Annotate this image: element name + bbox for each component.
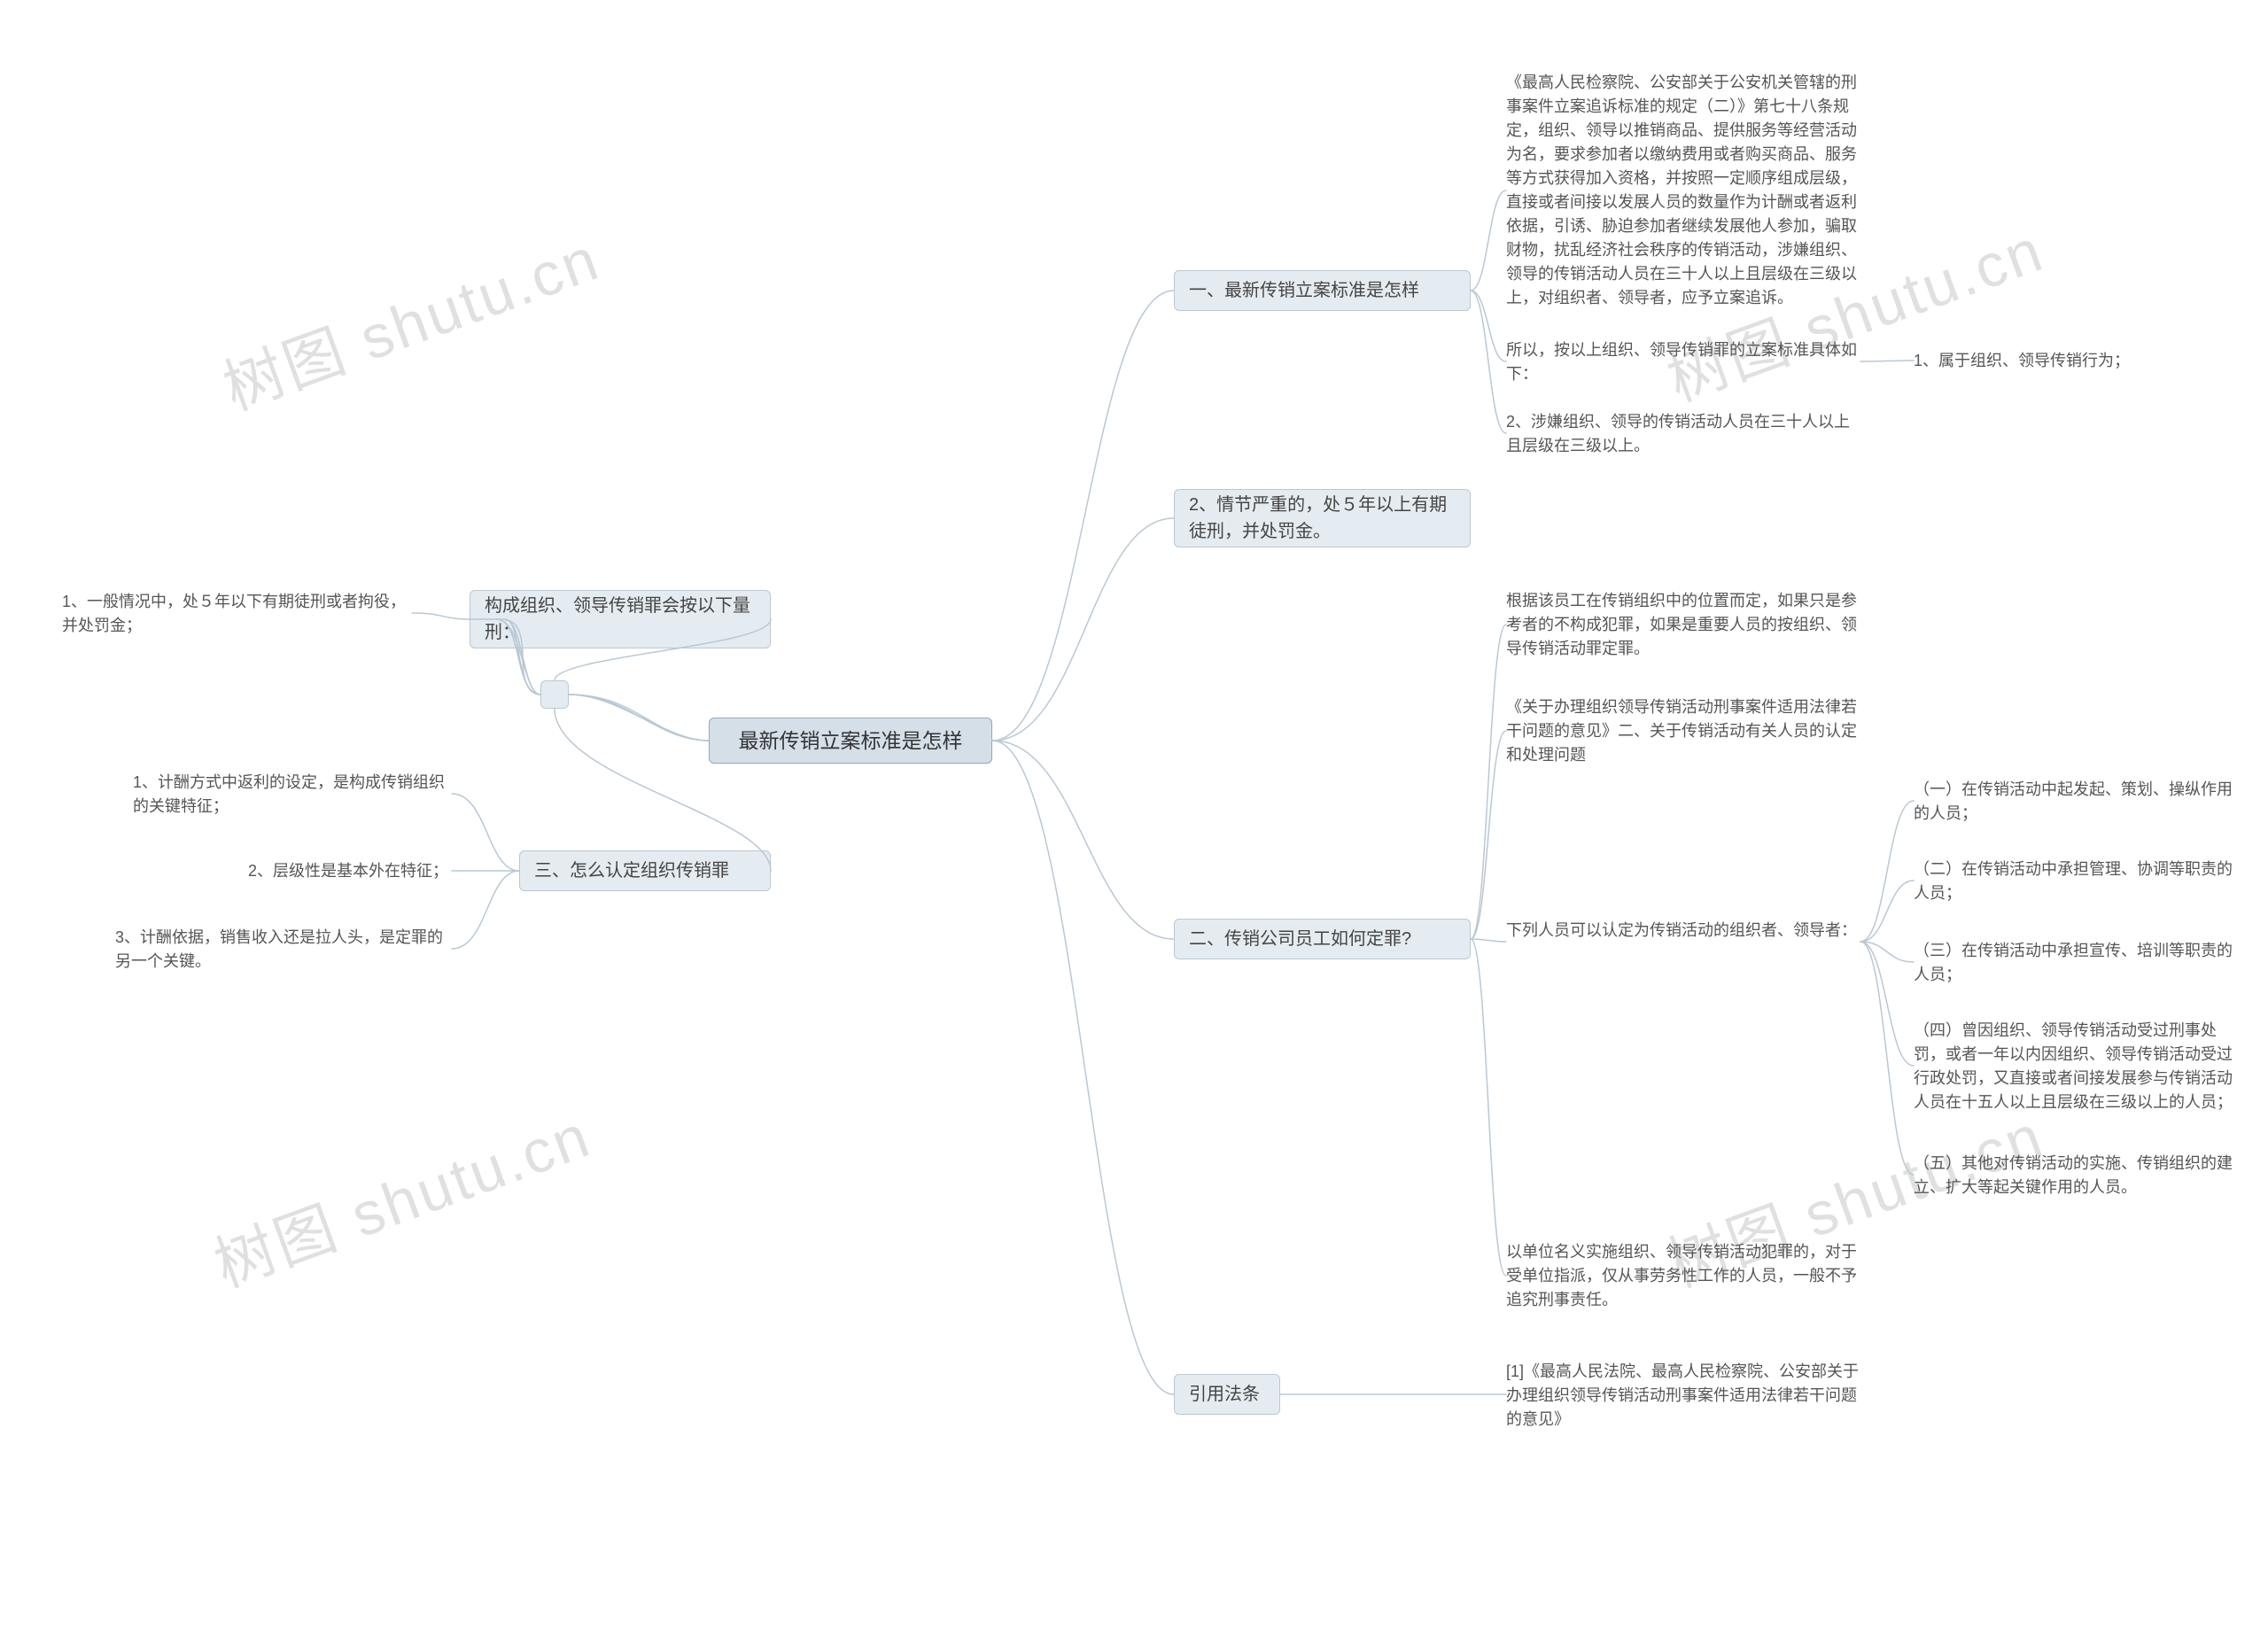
watermark: 树图 shutu.cn — [200, 1087, 601, 1304]
right-b3-c3-d3: （三）在传销活动中承担宣传、培训等职责的人员； — [1914, 939, 2233, 987]
left-b2-c3: 3、计酬依据，销售收入还是拉人头，是定罪的另一个关键。 — [115, 926, 452, 974]
right-b1-c3: 2、涉嫌组织、领导的传销活动人员在三十人以上且层级在三级以上。 — [1506, 410, 1860, 458]
left-b2-c1: 1、计酬方式中返利的设定，是构成传销组织的关键特征； — [133, 771, 452, 819]
right-b3-c3-d5: （五）其他对传销活动的实施、传销组织的建立、扩大等起关键作用的人员。 — [1914, 1152, 2233, 1199]
right-b3-c1: 根据该员工在传销组织中的位置而定，如果只是参考者的不构成犯罪，如果是重要人员的按… — [1506, 589, 1860, 661]
right-b3-c3-d1: （一）在传销活动中起发起、策划、操纵作用的人员； — [1914, 778, 2233, 826]
spacer-block — [540, 680, 569, 709]
right-b3-c3-d4: （四）曾因组织、领导传销活动受过刑事处罚，或者一年以内因组织、领导传销活动受过行… — [1914, 1019, 2233, 1114]
right-b1-c2: 所以，按以上组织、领导传销罪的立案标准具体如下： — [1506, 338, 1860, 386]
right-b1-c1: 《最高人民检察院、公安部关于公安机关管辖的刑事案件立案追诉标准的规定（二）》第七… — [1506, 71, 1860, 310]
left-b1[interactable]: 构成组织、领导传销罪会按以下量刑： — [470, 590, 771, 648]
right-b3-c2: 《关于办理组织领导传销活动刑事案件适用法律若干问题的意见》二、关于传销活动有关人… — [1506, 695, 1860, 767]
right-b4-c1: [1]《最高人民法院、最高人民检察院、公安部关于办理组织领导传销活动刑事案件适用… — [1506, 1360, 1860, 1432]
right-b3[interactable]: 二、传销公司员工如何定罪? — [1174, 919, 1471, 959]
right-b3-c3-d2: （二）在传销活动中承担管理、协调等职责的人员； — [1914, 858, 2233, 905]
root-node[interactable]: 最新传销立案标准是怎样 — [709, 718, 992, 764]
left-b1-c1: 1、一般情况中，处５年以下有期徒刑或者拘役，并处罚金； — [62, 590, 412, 638]
right-b1[interactable]: 一、最新传销立案标准是怎样 — [1174, 270, 1471, 311]
left-b2-c2: 2、层级性是基本外在特征； — [248, 859, 452, 883]
right-b3-c3: 下列人员可以认定为传销活动的组织者、领导者： — [1506, 919, 1860, 943]
right-b2[interactable]: 2、情节严重的，处５年以上有期徒刑，并处罚金。 — [1174, 489, 1471, 547]
watermark: 树图 shutu.cn — [209, 210, 610, 427]
right-b4[interactable]: 引用法条 — [1174, 1374, 1280, 1415]
right-b1-c2-d1: 1、属于组织、领导传销行为； — [1914, 349, 2162, 373]
right-b3-c4: 以单位名义实施组织、领导传销活动犯罪的，对于受单位指派，仅从事劳务性工作的人员，… — [1506, 1240, 1860, 1312]
left-b2[interactable]: 三、怎么认定组织传销罪 — [519, 850, 771, 891]
